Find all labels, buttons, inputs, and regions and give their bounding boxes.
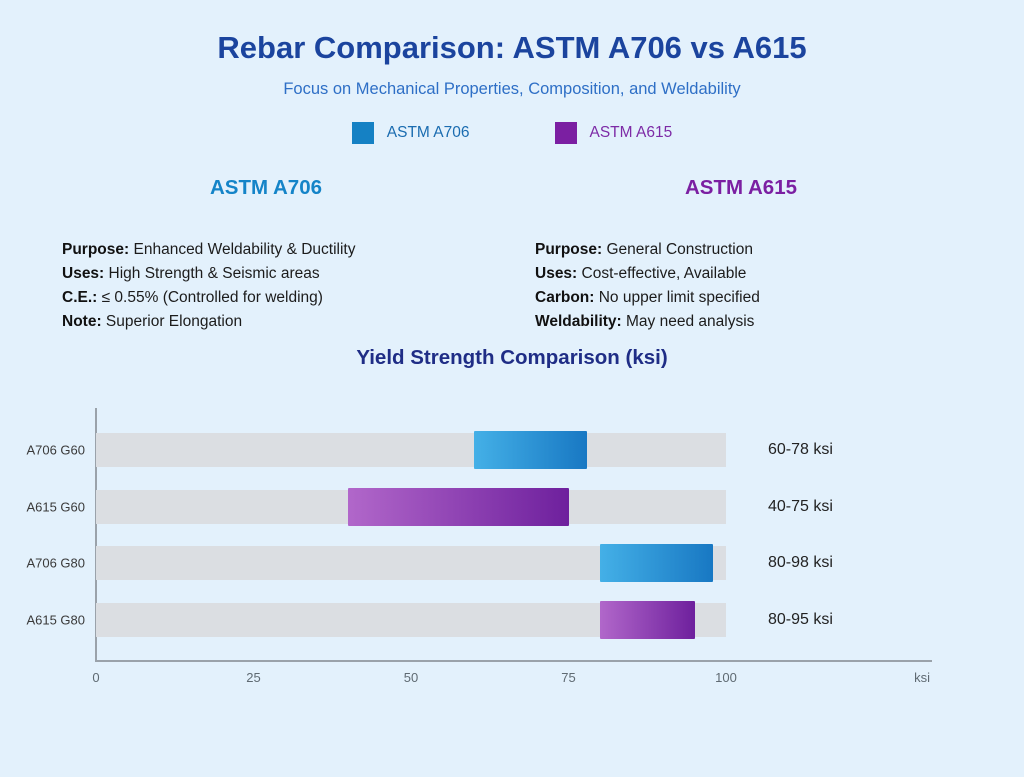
spec-line: Carbon: No upper limit specified — [535, 289, 760, 306]
bar-range-a615-g60 — [348, 487, 569, 526]
spec-line: Uses: High Strength & Seismic areas — [62, 265, 320, 282]
column-a706: ASTM A706 Purpose: Enhanced Weldability … — [62, 176, 470, 334]
legend-label: ASTM A615 — [589, 124, 673, 141]
row-label: A706 G80 — [26, 555, 85, 571]
chart-title: Yield Strength Comparison (ksi) — [356, 346, 668, 369]
column-header-a706: ASTM A706 — [209, 176, 323, 199]
row-label: A615 G80 — [26, 612, 85, 627]
legend-swatch-icon — [554, 122, 577, 144]
spec-line: Uses: Cost-effective, Available — [535, 265, 747, 282]
row-label: A615 G60 — [26, 499, 85, 514]
spec-line: C.E.: ≤ 0.55% (Controlled for welding) — [62, 289, 323, 306]
spec-line: Weldability: May need analysis — [535, 313, 755, 330]
column-a615: ASTM A615 Purpose: General Construction U… — [535, 176, 947, 334]
bar-value-label: 40-75 ksi — [768, 497, 833, 515]
spec-list-a706: Purpose: Enhanced Weldability & Ductilit… — [62, 238, 470, 334]
x-tick-label: 0 — [92, 670, 100, 685]
x-axis-line — [95, 660, 932, 662]
page-subtitle: Focus on Mechanical Properties, Composit… — [283, 80, 741, 98]
x-tick-label: 100 — [715, 670, 737, 685]
spec-label: Purpose: — [62, 241, 130, 258]
legend-item-a615: ASTM A615 — [554, 122, 673, 144]
legend-item-a706: ASTM A706 — [351, 122, 470, 144]
bar-track — [96, 433, 726, 467]
bar-value-label: 60-78 ksi — [768, 441, 833, 458]
spec-label: Carbon: — [535, 289, 595, 306]
spec-line: Purpose: Enhanced Weldability & Ductilit… — [62, 241, 356, 258]
bar-value-label: 80-98 ksi — [768, 554, 833, 571]
legend-swatch-icon — [351, 122, 374, 144]
spec-line: Note: Superior Elongation — [62, 313, 243, 330]
spec-label: C.E.: — [62, 289, 98, 306]
spec-label: Purpose: — [535, 241, 603, 258]
page-title: Rebar Comparison: ASTM A706 vs A615 — [217, 30, 807, 65]
spec-label: Note: — [62, 313, 102, 330]
spec-line: Purpose: General Construction — [535, 241, 753, 258]
x-tick-label: 25 — [246, 670, 261, 685]
column-header-a615: ASTM A615 — [684, 176, 798, 199]
spec-label: Uses: — [62, 265, 105, 282]
bar-range-a706-g80 — [600, 544, 714, 582]
row-label: A706 G60 — [26, 442, 85, 458]
bar-range-a615-g80 — [600, 600, 695, 639]
spec-label: Weldability: — [535, 313, 622, 330]
x-axis-unit-label: ksi — [914, 670, 930, 685]
spec-list-a615: Purpose: General Construction Uses: Cost-… — [535, 238, 947, 334]
spec-label: Uses: — [535, 265, 578, 282]
bar-range-a706-g60 — [474, 431, 588, 469]
x-tick-label: 50 — [403, 670, 419, 685]
y-axis-line — [95, 408, 97, 661]
bar-value-label: 80-95 ksi — [768, 610, 833, 628]
x-tick-label: 75 — [561, 670, 576, 685]
legend-label: ASTM A706 — [386, 124, 470, 141]
chart-legend: ASTM A706 ASTM A615 — [0, 122, 1024, 144]
